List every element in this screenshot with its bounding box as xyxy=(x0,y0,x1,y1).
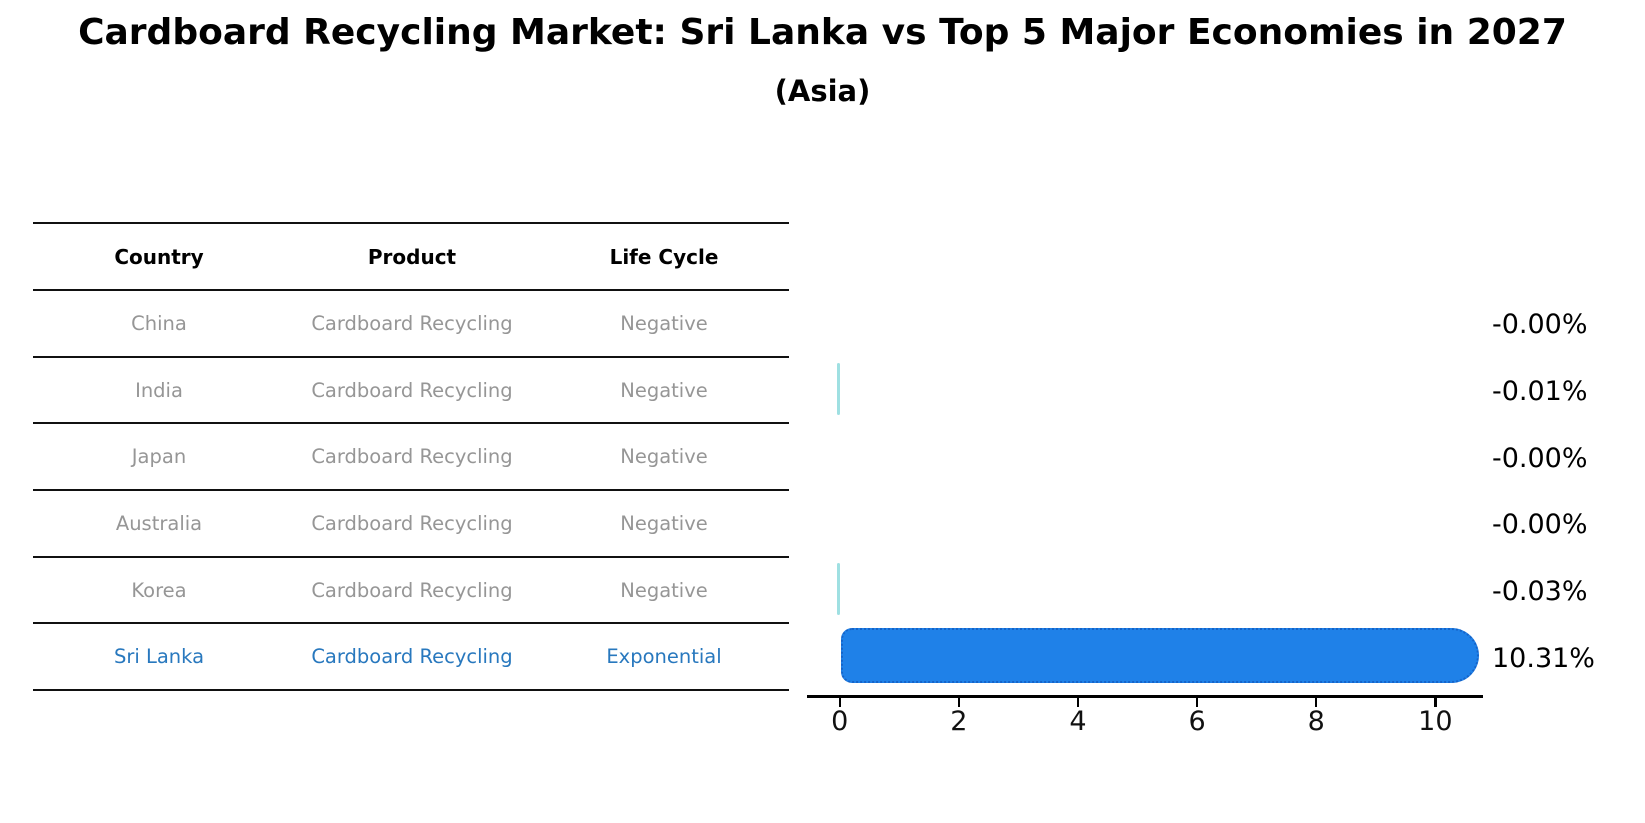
table-header-row: Country Product Life Cycle xyxy=(33,224,789,291)
comparison-table: Country Product Life Cycle China Cardboard R… xyxy=(33,222,789,692)
value-label-australia: -0.00% xyxy=(1492,509,1588,541)
table-row-sri-lanka: Sri Lanka Cardboard Recycling Exponential xyxy=(33,624,789,692)
x-tick-mark-10 xyxy=(1434,697,1437,707)
cell-country: Sri Lanka xyxy=(113,645,205,669)
table-row-korea: Korea Cardboard Recycling Negative xyxy=(33,558,789,625)
x-tick-mark-4 xyxy=(1076,697,1080,707)
x-tick-mark-0 xyxy=(838,697,841,707)
cell-product: Cardboard Recycling xyxy=(311,445,513,469)
value-label-china: -0.00% xyxy=(1492,309,1588,341)
value-label-korea: -0.03% xyxy=(1492,576,1588,608)
value-label-sri-lanka: 10.31% xyxy=(1492,642,1595,674)
cell-country: Japan xyxy=(131,445,187,469)
cell-product: Cardboard Recycling xyxy=(311,378,513,402)
value-label-india: -0.01% xyxy=(1492,376,1588,408)
header-cell-country: Country xyxy=(114,244,204,269)
page-subtitle: (Asia) xyxy=(774,74,871,108)
cell-life-cycle: Negative xyxy=(620,378,708,402)
x-tick-label-8: 8 xyxy=(1307,706,1325,737)
bar-korea xyxy=(836,563,840,616)
x-tick-label-2: 2 xyxy=(950,706,968,737)
cell-life-cycle: Negative xyxy=(620,311,708,335)
bar-india xyxy=(836,363,840,416)
cell-country: Australia xyxy=(115,511,203,535)
table-row-australia: Australia Cardboard Recycling Negative xyxy=(33,491,789,558)
cell-life-cycle: Negative xyxy=(620,511,708,535)
x-tick-label-0: 0 xyxy=(831,706,849,737)
cell-product: Cardboard Recycling xyxy=(311,311,513,335)
x-axis-line xyxy=(807,695,1483,698)
cell-product: Cardboard Recycling xyxy=(311,645,513,669)
x-tick-label-6: 6 xyxy=(1188,706,1206,737)
x-tick-mark-8 xyxy=(1314,697,1318,707)
cell-product: Cardboard Recycling xyxy=(311,578,513,602)
x-tick-mark-2 xyxy=(957,697,961,707)
table-row-china: China Cardboard Recycling Negative xyxy=(33,291,789,358)
cell-country: China xyxy=(131,311,187,335)
table-row-japan: Japan Cardboard Recycling Negative xyxy=(33,424,789,492)
header-cell-life-cycle: Life Cycle xyxy=(609,244,719,269)
header-cell-product: Product xyxy=(367,244,457,269)
bar-sri-lanka xyxy=(840,628,1479,684)
table-row-india: India Cardboard Recycling Negative xyxy=(33,358,789,425)
cell-life-cycle: Negative xyxy=(620,445,708,469)
x-tick-label-4: 4 xyxy=(1069,706,1087,737)
cell-life-cycle: Negative xyxy=(620,578,708,602)
x-tick-mark-6 xyxy=(1195,697,1199,707)
page-title: Cardboard Recycling Market: Sri Lanka vs… xyxy=(78,12,1567,53)
cell-product: Cardboard Recycling xyxy=(311,511,513,535)
cell-country: Korea xyxy=(131,578,187,602)
x-tick-label-10: 10 xyxy=(1418,706,1453,737)
value-label-japan: -0.00% xyxy=(1492,442,1588,474)
cell-country: India xyxy=(135,378,183,402)
cell-life-cycle: Exponential xyxy=(606,645,722,669)
